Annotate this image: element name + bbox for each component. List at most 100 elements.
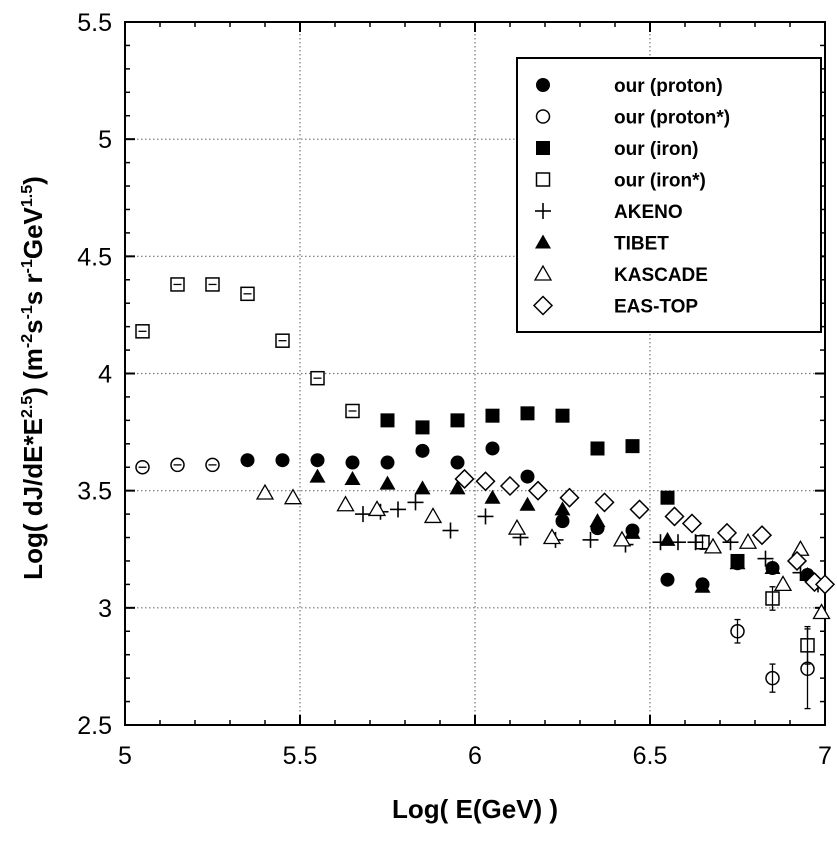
data-point — [240, 286, 255, 302]
data-point — [629, 499, 650, 520]
y-title-part: Log( dJ/dE*E — [18, 418, 48, 580]
x-tick-label: 5 — [118, 742, 132, 770]
data-point — [612, 530, 632, 547]
y-title-part: s r — [18, 273, 48, 305]
data-point — [582, 531, 599, 548]
data-point — [554, 501, 571, 516]
y-title-part: GeV — [18, 206, 48, 259]
y-tick-label: 5 — [98, 126, 112, 154]
data-point — [255, 483, 275, 500]
data-point — [520, 406, 535, 421]
y-title-part: ) — [18, 176, 48, 185]
data-point — [765, 663, 780, 693]
data-point — [485, 408, 500, 423]
legend-marker — [536, 141, 550, 155]
data-point — [390, 501, 406, 518]
y-tick-label: 3 — [98, 595, 112, 623]
x-axis-title: Log( E(GeV) ) — [392, 794, 558, 824]
data-point — [555, 408, 570, 423]
data-point — [450, 413, 465, 428]
data-point — [275, 453, 290, 468]
legend-marker — [536, 78, 550, 92]
data-point — [170, 277, 185, 292]
data-point — [205, 457, 220, 473]
y-axis-title: Log( dJ/dE*E2.5) (m-2s-1s r-1GeV1.5) — [18, 176, 48, 580]
legend-label: TIBET — [614, 234, 669, 255]
data-point — [344, 470, 361, 485]
data-point — [355, 506, 371, 523]
data-point — [367, 500, 387, 517]
data-point — [205, 277, 220, 292]
legend: our (proton) our (proton*) our (iron) our (… — [516, 57, 822, 333]
data-point — [407, 494, 424, 511]
legend-box — [516, 57, 822, 333]
data-point — [379, 475, 396, 490]
legend-label: our (proton) — [614, 76, 723, 97]
data-point — [310, 453, 325, 468]
legend-label: AKENO — [614, 202, 683, 223]
data-point — [764, 559, 781, 574]
data-point — [485, 441, 500, 456]
data-points — [135, 277, 836, 710]
x-tick-label: 6 — [468, 742, 482, 770]
y-title-superscript: -1 — [19, 305, 36, 319]
x-tick-label: 5.5 — [283, 742, 318, 770]
data-point — [240, 453, 255, 468]
data-point — [380, 413, 395, 428]
data-point — [527, 480, 549, 501]
data-point — [625, 439, 640, 454]
data-point — [589, 513, 606, 528]
data-point — [730, 618, 745, 644]
data-point — [336, 495, 355, 512]
data-point — [310, 370, 325, 386]
data-point — [135, 459, 150, 475]
legend-marker — [535, 234, 551, 249]
y-tick-labels: 2.5 3 3.5 4 4.5 5 5.5 — [77, 9, 112, 740]
data-point — [450, 455, 465, 470]
data-point — [751, 525, 773, 546]
data-point — [519, 496, 536, 511]
data-point — [414, 480, 431, 495]
data-point — [800, 625, 815, 665]
x-tick-label: 7 — [818, 742, 832, 770]
data-point — [415, 443, 430, 458]
data-point — [703, 537, 723, 554]
legend-label: our (proton*) — [614, 108, 730, 129]
legend-label: KASCADE — [614, 265, 708, 286]
y-title-superscript: 1.5 — [19, 185, 36, 207]
legend-label: our (iron) — [614, 139, 698, 160]
data-point — [283, 488, 303, 505]
data-point — [454, 468, 475, 490]
y-tick-label: 4 — [98, 361, 112, 389]
data-point — [442, 522, 459, 539]
y-title-part: ) (m — [18, 348, 48, 396]
data-point — [477, 508, 494, 525]
y-title-part: s — [18, 319, 48, 333]
data-point — [664, 506, 685, 527]
data-point — [660, 572, 675, 587]
legend-label: our (iron*) — [614, 171, 706, 192]
data-point — [380, 455, 395, 470]
data-point — [590, 441, 605, 456]
data-point — [507, 518, 527, 535]
data-point — [559, 487, 580, 508]
data-point — [170, 457, 185, 473]
data-point — [812, 603, 831, 620]
data-point — [542, 528, 562, 545]
y-tick-label: 5.5 — [77, 9, 112, 37]
data-point — [694, 578, 711, 593]
data-point — [624, 524, 641, 539]
data-point — [275, 333, 290, 348]
data-point — [681, 513, 703, 534]
x-tick-label: 6.5 — [633, 742, 668, 770]
data-point — [659, 531, 676, 546]
data-point — [814, 574, 836, 595]
data-point — [135, 324, 150, 339]
legend-marker — [535, 109, 551, 124]
data-point — [800, 628, 815, 710]
data-point — [594, 492, 615, 513]
legend-marker — [535, 172, 551, 187]
data-point — [475, 471, 496, 492]
legend-marker — [533, 264, 553, 281]
